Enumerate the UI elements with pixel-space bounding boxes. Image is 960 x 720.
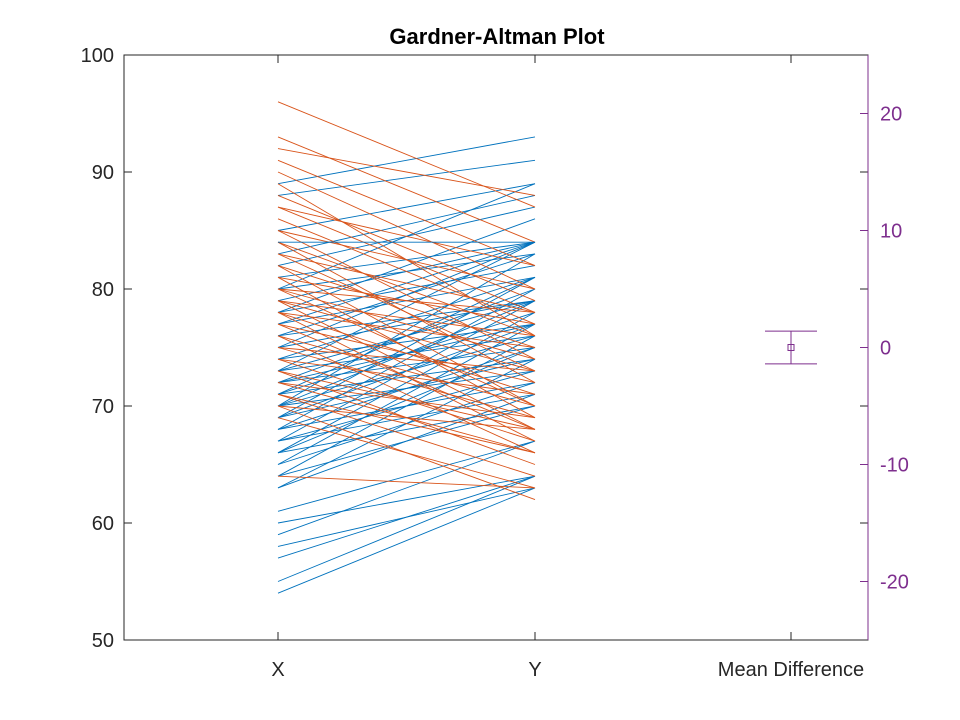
x-tick-label-0: X (271, 659, 284, 681)
paired-line-68 (277, 230, 536, 290)
paired-line-66 (277, 218, 536, 325)
x-axis: X Y Mean Difference (271, 55, 864, 681)
right-tick-label-20: 20 (880, 104, 902, 126)
paired-line-90 (277, 335, 536, 407)
left-tick-label-80: 80 (92, 279, 114, 301)
paired-line-88 (277, 323, 536, 384)
x-tick-label-1: Y (528, 659, 541, 681)
paired-line-0 (277, 487, 536, 594)
paired-line-70 (277, 241, 536, 337)
paired-line-92 (277, 347, 536, 372)
left-tick-label-90: 90 (92, 162, 114, 184)
paired-line-100 (277, 393, 536, 477)
paired-lines-group (277, 101, 536, 594)
paired-line-60 (277, 159, 536, 267)
paired-line-94 (277, 358, 536, 395)
x-tick-label-2: Mean Difference (718, 659, 864, 681)
paired-line-89 (277, 335, 536, 454)
paired-line-25 (277, 370, 536, 407)
right-y-axis: -20 -10 0 10 20 (860, 55, 909, 640)
paired-line-47 (277, 218, 536, 313)
paired-line-72 (277, 253, 536, 372)
left-tick-label-50: 50 (92, 630, 114, 652)
right-tick-label--10: -10 (880, 455, 909, 477)
paired-line-57 (277, 101, 536, 208)
paired-line-81 (277, 300, 536, 430)
paired-line-65 (277, 206, 536, 267)
chart-title: Gardner-Altman Plot (389, 24, 605, 49)
left-y-axis: 50 60 70 80 90 100 (81, 45, 868, 652)
paired-line-86 (277, 311, 536, 348)
left-tick-label-60: 60 (92, 513, 114, 535)
paired-line-82 (277, 300, 536, 372)
paired-line-103 (277, 475, 536, 489)
paired-line-13 (277, 405, 536, 454)
paired-line-98 (277, 382, 536, 419)
paired-line-63 (277, 194, 536, 302)
paired-line-53 (277, 194, 536, 255)
right-tick-label-0: 0 (880, 338, 891, 360)
paired-line-1 (277, 475, 536, 582)
paired-line-78 (277, 288, 536, 407)
paired-line-4 (277, 440, 536, 536)
paired-line-67 (277, 230, 536, 360)
left-tick-label-100: 100 (81, 45, 114, 67)
paired-line-61 (277, 171, 536, 290)
paired-line-80 (277, 288, 536, 313)
paired-line-73 (277, 253, 536, 313)
right-tick-label-10: 10 (880, 221, 902, 243)
paired-line-58 (277, 136, 536, 243)
paired-line-55 (277, 159, 536, 196)
paired-line-54 (277, 183, 536, 231)
paired-line-104 (277, 405, 536, 501)
mean-difference-marker (787, 344, 795, 351)
right-tick-label--20: -20 (880, 572, 909, 594)
paired-line-9 (277, 405, 536, 477)
paired-line-83 (277, 300, 536, 337)
paired-line-101 (277, 405, 536, 430)
paired-line-75 (277, 265, 536, 348)
mean-difference-group (765, 330, 817, 365)
paired-line-99 (277, 393, 536, 454)
paired-line-3 (277, 487, 536, 547)
paired-line-6 (277, 440, 536, 512)
left-tick-label-70: 70 (92, 396, 114, 418)
paired-line-91 (277, 347, 536, 419)
paired-line-79 (277, 288, 536, 360)
paired-line-59 (277, 148, 536, 196)
paired-line-56 (277, 136, 536, 185)
